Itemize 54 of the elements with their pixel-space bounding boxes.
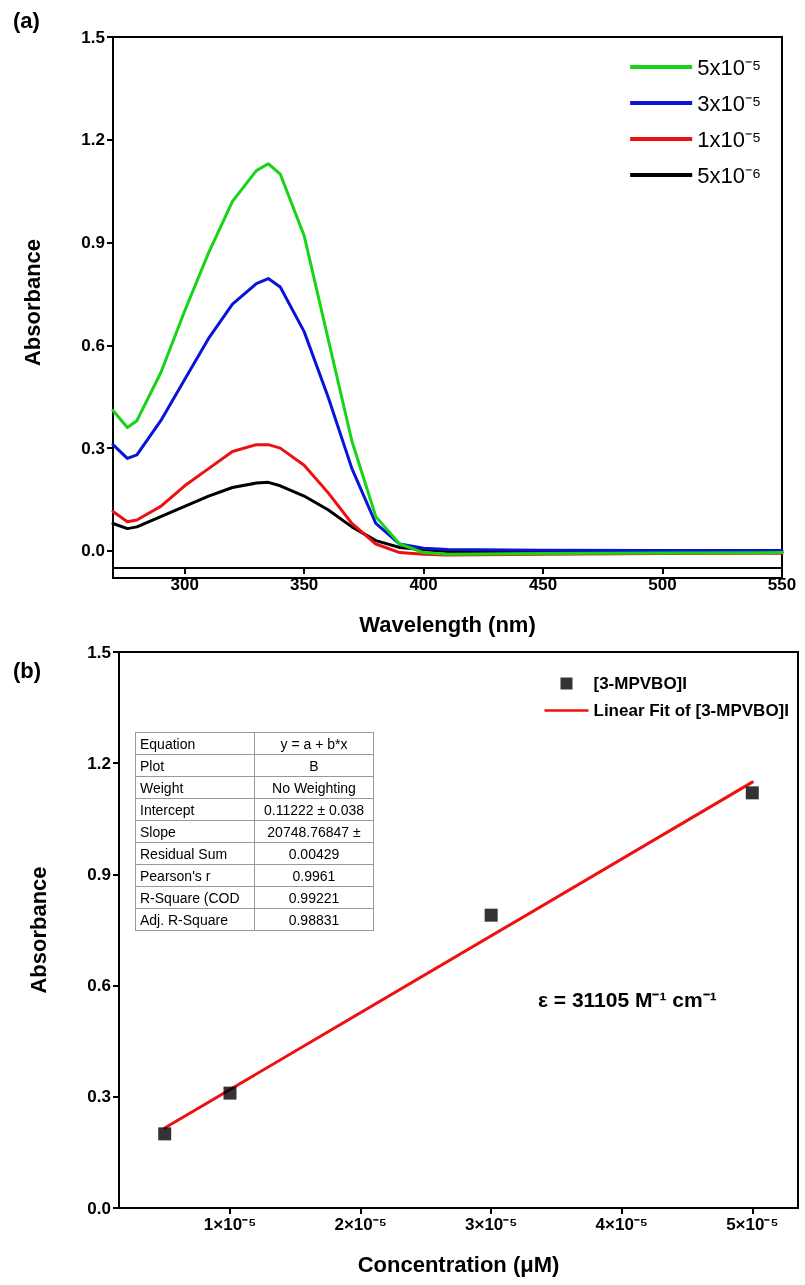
point bbox=[223, 1086, 237, 1100]
x-tick-label: 1×10⁻⁵ bbox=[203, 1215, 257, 1234]
point bbox=[158, 1127, 172, 1141]
annotation: 0.98831 bbox=[254, 908, 374, 931]
y-axis-title: Absorbance bbox=[19, 238, 45, 367]
annotation: Pearson's r bbox=[135, 864, 255, 887]
y-tick-label: 1.5 bbox=[87, 642, 111, 662]
line-series bbox=[111, 162, 784, 556]
y-tick-label: 0.6 bbox=[81, 335, 105, 355]
x-axis-title: Concentration (μM) bbox=[357, 1251, 560, 1277]
annotation: Intercept bbox=[135, 798, 255, 821]
y-tick-label: 0.3 bbox=[81, 438, 105, 458]
x-tick-label: 5×10⁻⁵ bbox=[726, 1215, 779, 1234]
y-tick-label: 1.5 bbox=[81, 27, 105, 47]
annotation: R-Square (COD bbox=[135, 886, 255, 909]
legend-label: Linear Fit of [3-MPVBO]I bbox=[593, 701, 789, 720]
y-tick-label: 0.9 bbox=[81, 233, 105, 253]
y-tick-label: 1.2 bbox=[87, 753, 111, 773]
chart-title: (b) bbox=[13, 657, 42, 683]
y-tick-label: 0.0 bbox=[81, 541, 105, 561]
annotation: Slope bbox=[135, 820, 255, 843]
annotation: Equation bbox=[135, 732, 255, 755]
annotation: Plot bbox=[135, 754, 255, 777]
annotation: 0.9961 bbox=[254, 864, 374, 887]
annotation: B bbox=[254, 754, 374, 777]
annotation: Adj. R-Square bbox=[135, 908, 255, 931]
x-tick-label: 4×10⁻⁵ bbox=[595, 1215, 648, 1234]
annotation: No Weighting bbox=[254, 776, 374, 799]
y-axis-title: Absorbance bbox=[25, 866, 51, 994]
x-tick-label: 2×10⁻⁵ bbox=[334, 1215, 387, 1234]
y-tick-label: 0.0 bbox=[87, 1198, 111, 1218]
point bbox=[484, 908, 498, 922]
annotation: 0.11222 ± 0.038 bbox=[254, 798, 374, 821]
legend-label: 1x10⁻⁵ bbox=[697, 126, 761, 152]
annotation: ε = 31105 M⁻¹ cm⁻¹ bbox=[538, 987, 717, 1013]
x-tick-label: 3×10⁻⁵ bbox=[465, 1215, 518, 1234]
annotation: 0.99221 bbox=[254, 886, 374, 909]
y-tick-label: 0.6 bbox=[87, 976, 111, 996]
annotation: y = a + b*x bbox=[254, 732, 374, 755]
x-axis-title: Wavelength (nm) bbox=[359, 611, 536, 637]
legend-label: 5x10⁻⁶ bbox=[697, 162, 761, 188]
legend-label: 5x10⁻⁵ bbox=[697, 54, 761, 80]
point bbox=[745, 786, 759, 800]
annotation: 20748.76847 ± bbox=[254, 820, 374, 843]
annotation: Weight bbox=[135, 776, 255, 799]
legend-label: [3-MPVBO]I bbox=[593, 674, 687, 693]
annotation: Residual Sum bbox=[135, 842, 255, 865]
y-tick-label: 0.3 bbox=[87, 1087, 111, 1107]
line-series bbox=[111, 277, 784, 553]
y-tick-label: 0.9 bbox=[87, 864, 111, 884]
chart-title: (a) bbox=[13, 7, 40, 33]
annotation: 0.00429 bbox=[254, 842, 374, 865]
y-tick-label: 1.2 bbox=[81, 130, 105, 150]
legend-label: 3x10⁻⁵ bbox=[697, 90, 761, 116]
